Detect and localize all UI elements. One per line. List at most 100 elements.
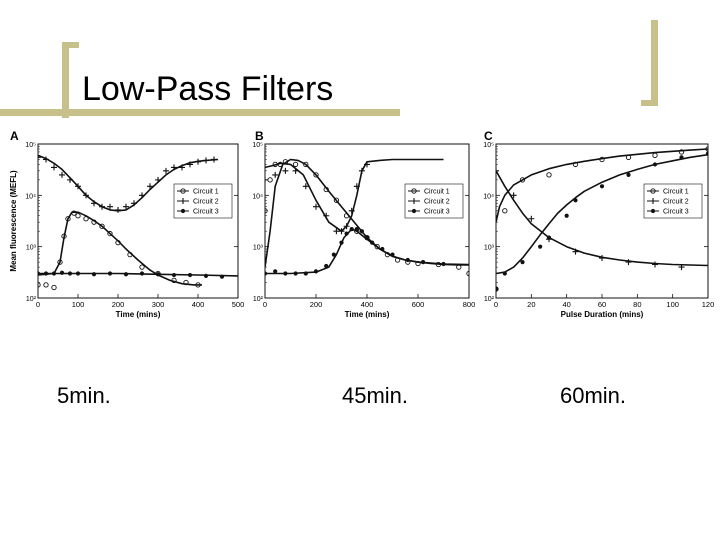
y-tick-label: 10³ bbox=[484, 245, 495, 252]
data-point-circuit-2 bbox=[292, 167, 299, 174]
data-point-circuit-1 bbox=[374, 244, 380, 250]
data-point-circuit-3 bbox=[441, 261, 446, 267]
data-point-circuit-2 bbox=[364, 161, 370, 168]
data-point-circuit-3 bbox=[520, 260, 525, 265]
y-tick-label: 10⁴ bbox=[253, 193, 263, 200]
x-tick-label: 0 bbox=[36, 300, 40, 309]
data-point-circuit-3 bbox=[339, 240, 344, 245]
legend-entry: Circuit 2 bbox=[193, 199, 219, 206]
data-point-circuit-1 bbox=[599, 156, 605, 163]
legend-marker bbox=[411, 188, 417, 194]
data-point-circuit-2 bbox=[131, 200, 137, 207]
data-point-circuit-2 bbox=[333, 228, 340, 235]
data-point-circuit-3 bbox=[219, 274, 225, 279]
data-point-circuit-2 bbox=[313, 203, 319, 210]
data-point-circuit-1 bbox=[333, 197, 340, 203]
title-bracket-right-bottom bbox=[641, 100, 658, 106]
data-point-circuit-1 bbox=[71, 210, 77, 216]
data-point-circuit-3 bbox=[405, 257, 410, 263]
data-point-circuit-1 bbox=[127, 251, 133, 258]
data-point-circuit-3 bbox=[599, 184, 605, 189]
data-point-circuit-1 bbox=[572, 161, 579, 168]
data-point-circuit-3 bbox=[324, 263, 329, 269]
x-tick-label: 500 bbox=[232, 300, 244, 309]
data-point-circuit-1 bbox=[496, 286, 499, 292]
title-bracket-left-vertical bbox=[62, 42, 69, 118]
x-tick-label: 0 bbox=[263, 300, 267, 309]
data-point-circuit-3 bbox=[331, 252, 336, 257]
data-point-circuit-3 bbox=[349, 226, 354, 232]
data-point-circuit-2 bbox=[211, 156, 217, 163]
data-point-circuit-3 bbox=[679, 155, 684, 160]
legend-marker bbox=[180, 188, 186, 194]
x-tick-label: 120 bbox=[702, 300, 714, 309]
data-point-circuit-3 bbox=[51, 271, 57, 276]
x-tick-label: 200 bbox=[112, 300, 125, 309]
data-point-circuit-3 bbox=[421, 260, 426, 265]
data-point-circuit-3 bbox=[75, 271, 81, 276]
x-tick-label: 800 bbox=[463, 300, 475, 309]
y-tick-label: 10⁵ bbox=[253, 142, 263, 149]
data-point-circuit-2 bbox=[75, 183, 81, 190]
data-point-circuit-2 bbox=[323, 212, 330, 219]
series-group bbox=[38, 154, 238, 291]
data-point-circuit-1 bbox=[678, 149, 685, 155]
title-bracket-left-top bbox=[62, 42, 79, 48]
data-point-circuit-2 bbox=[99, 203, 105, 210]
data-point-circuit-2 bbox=[179, 164, 185, 171]
title-underline-bar bbox=[0, 109, 400, 116]
data-point-circuit-3 bbox=[538, 244, 543, 249]
data-point-circuit-3 bbox=[359, 229, 364, 234]
data-point-circuit-2 bbox=[187, 161, 193, 168]
data-point-circuit-2 bbox=[51, 164, 57, 171]
x-axis-label: Pulse Duration (mins) bbox=[561, 310, 644, 319]
data-point-circuit-2 bbox=[302, 183, 309, 190]
data-point-circuit-3 bbox=[171, 272, 177, 278]
data-point-circuit-3 bbox=[38, 271, 41, 276]
data-point-circuit-1 bbox=[267, 177, 273, 183]
chart-svg: C 10² 10³ 10⁴ 10⁵ 0 20 40 60 80 100 120 Pulse Durati… bbox=[483, 129, 714, 319]
slide-title: Low-Pass Filters bbox=[82, 70, 334, 108]
data-point-circuit-1 bbox=[519, 177, 526, 183]
legend: Circuit 1 Circuit 2 Circuit 3 bbox=[173, 183, 233, 219]
data-point-circuit-1 bbox=[343, 213, 350, 219]
data-point-circuit-2 bbox=[43, 156, 49, 163]
data-point-circuit-1 bbox=[502, 208, 508, 214]
data-point-circuit-2 bbox=[139, 192, 145, 199]
data-point-circuit-2 bbox=[272, 171, 279, 178]
y-tick-label: 10² bbox=[484, 296, 495, 303]
data-point-circuit-2 bbox=[195, 158, 201, 165]
data-point-circuit-3 bbox=[67, 271, 73, 276]
data-point-circuit-2 bbox=[91, 200, 97, 207]
panel-label: A bbox=[10, 129, 19, 143]
data-point-circuit-1 bbox=[183, 279, 189, 286]
data-point-circuit-2 bbox=[338, 228, 345, 235]
chart-svg: A 10² 10³ 10⁴ 10⁵ 0 100 200 300 400 500 Time (mins)… bbox=[9, 129, 244, 319]
data-point-circuit-2 bbox=[147, 183, 153, 190]
data-point-circuit-1 bbox=[139, 264, 145, 270]
data-point-circuit-1 bbox=[323, 186, 329, 193]
y-axis-label: Mean fluorescence (MEFL) bbox=[9, 170, 18, 272]
data-point-circuit-2 bbox=[599, 255, 605, 262]
data-point-circuit-3 bbox=[705, 151, 708, 156]
data-point-circuit-1 bbox=[303, 161, 309, 168]
data-point-circuit-1 bbox=[75, 213, 81, 219]
panel-label: B bbox=[255, 129, 264, 143]
data-point-circuit-2 bbox=[38, 154, 41, 161]
data-point-circuit-2 bbox=[572, 248, 579, 255]
data-point-circuit-3 bbox=[265, 271, 268, 276]
data-point-circuit-3 bbox=[364, 235, 370, 240]
data-point-circuit-3 bbox=[496, 286, 499, 292]
legend-entry: Circuit 3 bbox=[663, 209, 689, 216]
legend-entry: Circuit 2 bbox=[424, 199, 450, 206]
data-point-circuit-2 bbox=[343, 223, 350, 230]
data-point-circuit-1 bbox=[466, 270, 469, 277]
chart-panel-c: C 10² 10³ 10⁴ 10⁵ 0 20 40 60 80 100 120 Pulse Durati… bbox=[482, 128, 714, 328]
data-point-circuit-3 bbox=[283, 271, 288, 276]
legend-marker bbox=[180, 198, 186, 204]
caption-panel-c: 60min. bbox=[560, 383, 627, 408]
data-point-circuit-3 bbox=[123, 272, 129, 277]
x-tick-label: 100 bbox=[666, 300, 679, 309]
data-point-circuit-2 bbox=[83, 192, 89, 199]
data-point-circuit-1 bbox=[99, 223, 105, 229]
